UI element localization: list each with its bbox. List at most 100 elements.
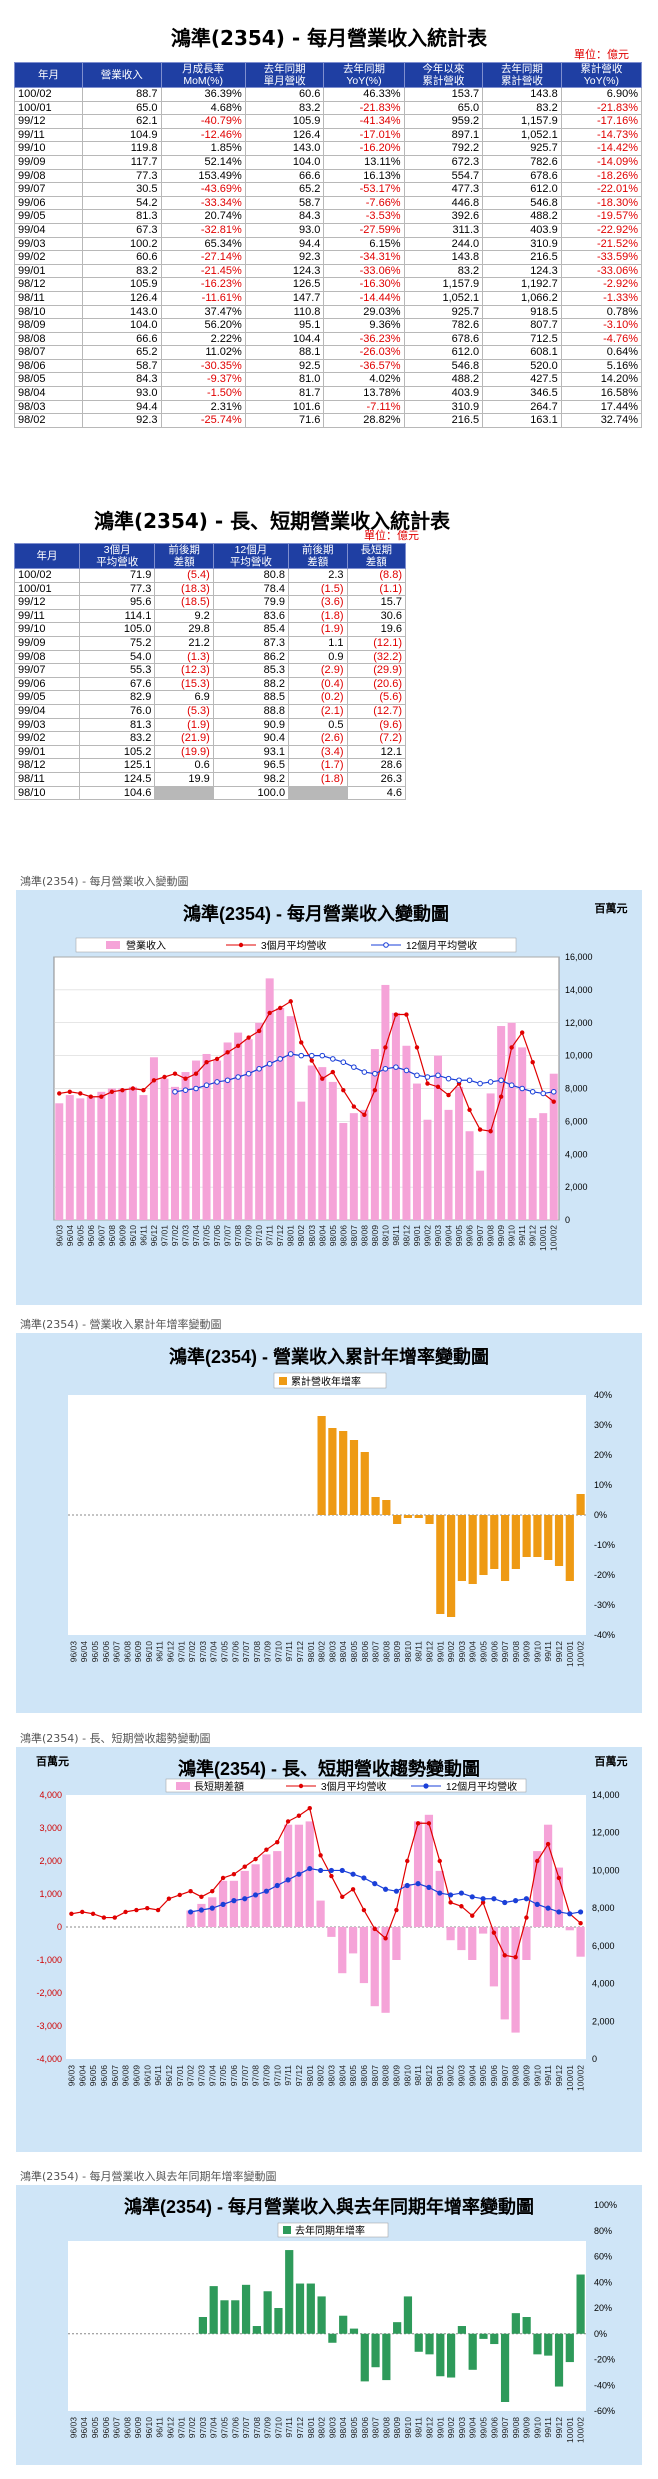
x-tick-label: 98/01 [306, 1641, 316, 1663]
yoy-bar [263, 2291, 272, 2334]
x-tick-label: 96/08 [121, 2065, 131, 2087]
table-cell: 1,052.1 [482, 127, 562, 143]
table-cell: 1,066.2 [482, 290, 562, 306]
table-row: 99/11 104.9 -12.46% 126.4 -17.01% 897.1 1,052.… [14, 127, 643, 143]
table-cell: 143.0 [81, 304, 162, 320]
table-cell: (1.8) [288, 608, 348, 624]
diff-bar [576, 1927, 585, 1957]
table-cell: 99/10 [13, 622, 81, 637]
revenue-bar [297, 1101, 306, 1220]
x-tick-label: 99/04 [444, 1225, 454, 1247]
x-tick-label: 98/08 [381, 1641, 391, 1663]
legend-marker-ma12 [383, 942, 389, 948]
revenue-bar [307, 1065, 316, 1220]
x-tick-label: 97/02 [186, 2065, 196, 2087]
table-cell: -36.57% [323, 358, 405, 374]
revenue-bar [223, 1042, 232, 1220]
table-cell: -40.79% [160, 114, 246, 129]
table-cell: 99/06 [13, 676, 81, 692]
diff-bar [554, 1867, 564, 1927]
revenue-bar [160, 1078, 169, 1220]
table-row: 99/08 54.0 (1.3) 86.2 0.9 (32.2) [13, 649, 406, 665]
yoy-bar [328, 2333, 337, 2343]
table-cell: -22.01% [560, 182, 643, 197]
unit-label-right: 百萬元 [595, 1754, 628, 1768]
diff-bar [327, 1927, 336, 1937]
legend-label: 長短期差額 [194, 1780, 244, 1793]
y-tick-left: 2,000 [39, 1856, 62, 1866]
ma3-point [296, 1813, 302, 1818]
yoy-bar [490, 1515, 499, 1569]
revenue-bar [149, 1057, 158, 1220]
x-tick-label: 96/12 [166, 1641, 176, 1663]
y-tick-right: 0 [592, 2054, 597, 2064]
table-cell: 88.1 [244, 345, 325, 360]
ma3-point [329, 1873, 334, 1879]
revenue-bar [402, 1045, 411, 1220]
y-tick-left: 3,000 [39, 1823, 62, 1833]
x-tick-label: 97/04 [207, 2065, 217, 2087]
table-cell: 98/11 [13, 771, 81, 787]
x-tick-label: 97/03 [198, 1641, 208, 1663]
diff-bar [468, 1927, 477, 1960]
table-row: 98/06 58.7 -30.35% 92.5 -36.57% 546.8 520.0 5.1… [14, 358, 643, 374]
table-cell: 4.6 [346, 785, 406, 801]
yoy-bar [457, 2326, 466, 2334]
yoy-bar [500, 1515, 510, 1581]
x-tick-label: 97/04 [191, 1225, 201, 1247]
x-tick-label: 97/03 [198, 2417, 208, 2439]
x-tick-label: 99/03 [457, 1641, 467, 1663]
table-cell: -33.59% [560, 250, 643, 265]
x-tick-label: 99/11 [543, 1641, 553, 1662]
table-cell: 94.4 [81, 399, 162, 415]
table-cell: 346.5 [482, 386, 562, 401]
table-cell: (20.6) [346, 676, 406, 692]
table-cell: 46.33% [323, 87, 405, 102]
table-cell: 98/11 [14, 290, 83, 306]
table-cell: -26.03% [323, 345, 405, 360]
diff-bar [283, 1824, 293, 1927]
diff-bar [533, 1851, 542, 1927]
table-cell: 13.78% [323, 386, 405, 401]
yoy-bar [371, 2333, 380, 2368]
ma3-point [393, 1012, 399, 1017]
table-cell: 99/01 [14, 263, 83, 279]
table-row: 99/05 81.3 20.74% 84.3 -3.53% 392.6 488.2 -19.5… [14, 209, 643, 224]
ma12-point [545, 1905, 551, 1911]
table-cell: 0.64% [560, 345, 643, 360]
table-cell: -9.37% [160, 372, 246, 388]
legend-label: 去年同期年增率 [295, 2224, 365, 2237]
table-cell: 62.1 [81, 114, 162, 129]
table-cell: -3.10% [560, 318, 643, 333]
table-cell: 126.4 [244, 127, 325, 143]
ma3-point [210, 1888, 215, 1894]
table-cell: 0.9 [288, 649, 348, 665]
table2-title: 鴻準(2354) - 長、短期營業收入統計表 [94, 509, 451, 533]
x-tick-label: 99/04 [468, 2417, 478, 2439]
table-row: 98/12 105.9 -16.23% 126.5 -16.30% 1,157.9 1,19… [14, 277, 643, 292]
y-tick-label: -30% [594, 1600, 615, 1610]
diff-bar [500, 1927, 509, 2020]
table-cell: -16.30% [323, 277, 405, 292]
table-cell [154, 785, 214, 801]
ma3-point [183, 1076, 188, 1081]
x-tick-label: 99/09 [522, 2417, 532, 2439]
x-tick-label: 99/02 [422, 1225, 432, 1247]
ma3-point [253, 1856, 258, 1862]
yoy-bar [425, 2333, 434, 2355]
ma12-point [231, 1898, 237, 1904]
x-tick-label: 99/02 [446, 2417, 456, 2439]
revenue-bar [423, 1119, 432, 1220]
x-tick-label: 97/12 [294, 2065, 304, 2087]
x-tick-label: 99/01 [435, 2065, 445, 2087]
ma3-point [145, 1905, 150, 1911]
table-cell: 99/02 [13, 731, 81, 746]
ma3-point [141, 1087, 146, 1093]
revenue-bar [234, 1032, 243, 1220]
table-cell: 66.6 [244, 168, 325, 184]
table-cell: 678.6 [482, 168, 562, 184]
yoy-bar [382, 1500, 391, 1515]
table-cell: 392.6 [403, 209, 484, 224]
table-cell: 104.9 [81, 127, 162, 143]
table-row: 99/07 55.3 (12.3) 85.3 (2.9) (29.9) [13, 663, 406, 678]
